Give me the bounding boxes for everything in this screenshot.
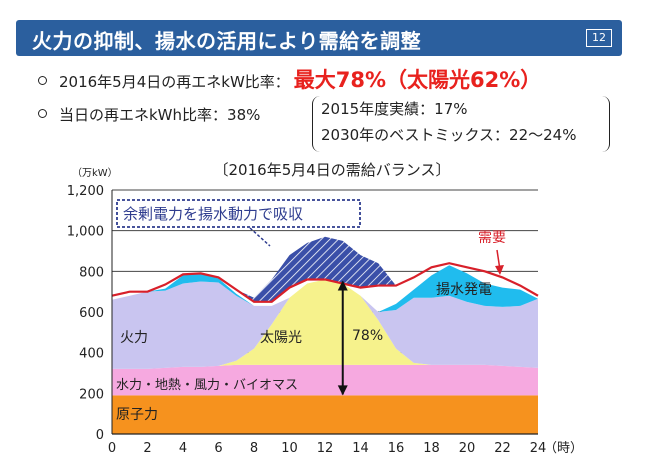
line-demand (111, 262, 539, 303)
x-tick-label-24: 24 (530, 441, 547, 456)
chart-title: 〔2016年5月4日の需給バランス〕 (214, 161, 451, 179)
x-tick-label-20: 20 (459, 441, 476, 456)
surplus-callout-box (116, 199, 361, 228)
comparison-line-1: 2015年度実績：17% (321, 100, 468, 118)
bullet-marker (38, 76, 47, 85)
area-series-4 (112, 265, 538, 312)
y-axis-unit: （万kW） (72, 167, 118, 179)
y-tick-label-0: 0 (96, 428, 104, 443)
x-tick-label-22: 22 (494, 441, 511, 456)
x-tick-label-18: 18 (423, 441, 440, 456)
bullet-label: 当日の再エネkWh比率：38% (59, 106, 261, 124)
area-series-3 (112, 279, 538, 369)
y-tick-label-1200: 1,200 (67, 184, 104, 199)
label-demand: 需要 (478, 230, 506, 246)
y-tick-label-800: 800 (79, 265, 104, 280)
x-tick-label-4: 4 (179, 441, 187, 456)
page-number: 12 (586, 29, 612, 47)
x-tick-label-8: 8 (250, 441, 258, 456)
surplus-callout-pointer (249, 227, 271, 247)
comparison-line-2: 2030年のベストミックス：22～24% (321, 126, 577, 144)
y-tick-label-400: 400 (79, 347, 104, 362)
demand-pointer-head (495, 265, 504, 275)
area-series-1 (112, 364, 538, 396)
x-tick-label-2: 2 (143, 441, 151, 456)
x-tick-label-0: 0 (108, 441, 116, 456)
label-hydro-geothermal-wind-biomass: 水力・地熱・風力・バイオマス (116, 378, 298, 393)
label-nuclear: 原子力 (116, 407, 158, 423)
x-tick-label-12: 12 (317, 441, 334, 456)
renewable-arrow-head-bottom (337, 385, 348, 396)
y-tick-label-200: 200 (79, 387, 104, 402)
x-tick-label-6: 6 (214, 441, 222, 456)
page-title: 火力の抑制、揚水の活用により需給を調整 (32, 29, 422, 53)
label-pumped-storage: 揚水発電 (436, 281, 492, 298)
highlight-value: 最大78%（太陽光62%） (293, 68, 542, 92)
bullet-renewable-kwh-ratio: 当日の再エネkWh比率：38% (38, 104, 260, 125)
area-surplus-pumping (112, 236, 538, 302)
x-tick-label-14: 14 (352, 441, 369, 456)
label-thermal: 火力 (120, 330, 148, 346)
bullet-label: 2016年5月4日の再エネkW比率： (59, 73, 290, 91)
comparison-bracket: 2015年度実績：17% 2030年のベストミックス：22～24% (312, 96, 610, 152)
x-tick-label-16: 16 (388, 441, 405, 456)
area-series-2 (112, 279, 538, 369)
label-solar: 太陽光 (260, 330, 302, 346)
x-axis-unit: （時） (544, 441, 583, 456)
bullet-marker (38, 109, 47, 118)
y-tick-label-1000: 1,000 (67, 225, 104, 240)
renewable-arrow-head-top (337, 280, 348, 291)
label-renewable-percent: 78% (352, 328, 383, 344)
area-series-0 (112, 395, 538, 434)
x-tick-label-10: 10 (281, 441, 298, 456)
title-bar: 火力の抑制、揚水の活用により需給を調整 12 (16, 20, 622, 56)
y-tick-label-600: 600 (79, 306, 104, 321)
label-surplus: 余剰電力を揚水動力で吸収 (123, 205, 303, 223)
bullet-renewable-kw-ratio: 2016年5月4日の再エネkW比率： 最大78%（太陽光62%） (38, 64, 541, 94)
